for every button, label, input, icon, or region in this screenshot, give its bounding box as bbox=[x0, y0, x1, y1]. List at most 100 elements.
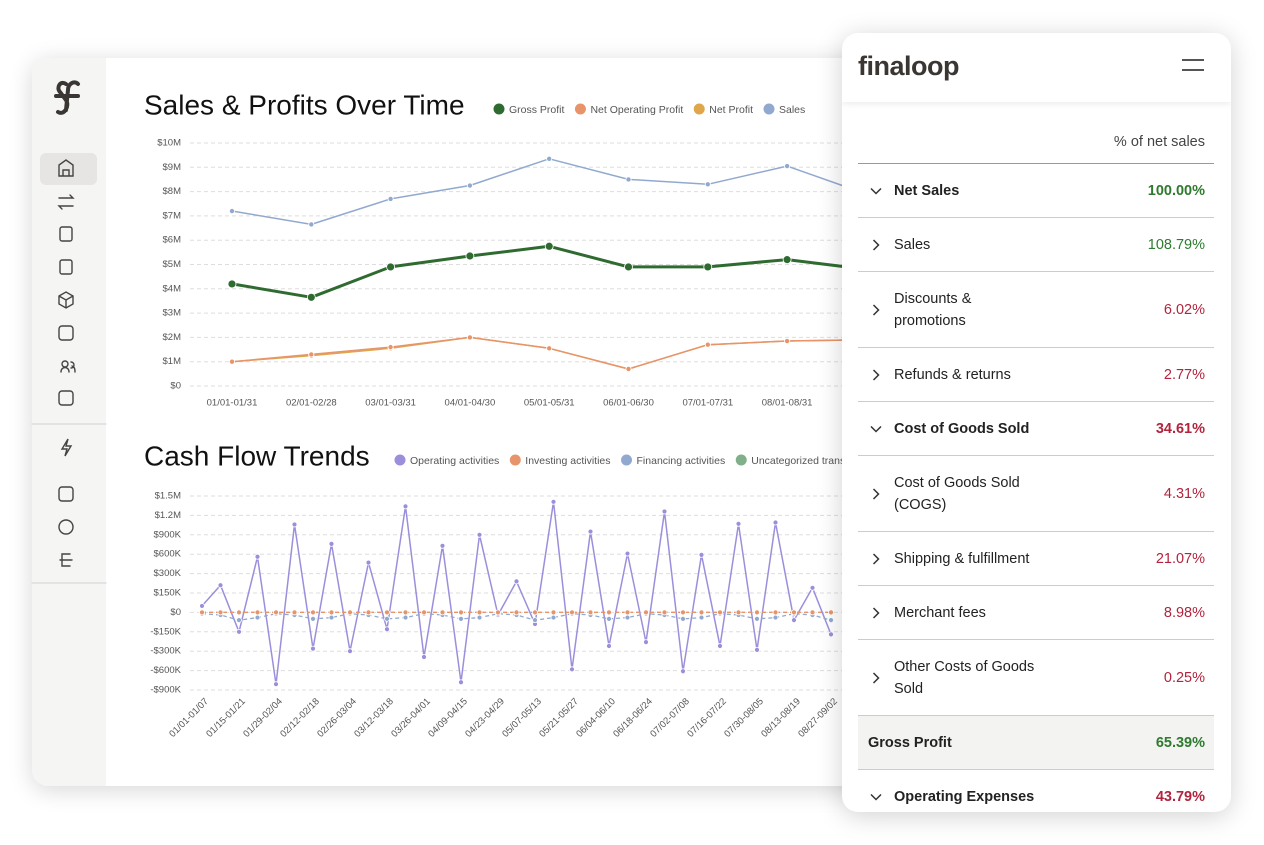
nav-more[interactable] bbox=[58, 390, 74, 406]
legend-swatch bbox=[621, 454, 633, 466]
y-tick-label: $1.2M bbox=[155, 510, 181, 521]
nav-people[interactable] bbox=[60, 360, 76, 373]
nav-logout[interactable] bbox=[59, 553, 73, 567]
chevron[interactable] bbox=[870, 791, 882, 803]
nav-help[interactable] bbox=[58, 519, 74, 535]
nav-store[interactable] bbox=[58, 325, 74, 341]
data-point bbox=[513, 609, 520, 616]
chevron[interactable] bbox=[870, 487, 882, 500]
data-point bbox=[476, 614, 483, 621]
x-tick-label: 06/01-06/30 bbox=[603, 398, 654, 409]
chevron[interactable] bbox=[870, 671, 882, 684]
chevron-path bbox=[872, 606, 880, 619]
data-point bbox=[550, 614, 557, 621]
legend-label: Net Profit bbox=[709, 104, 753, 116]
data-point bbox=[809, 609, 816, 616]
data-point bbox=[386, 262, 396, 272]
x-tick-label: 08/27-09/02 bbox=[796, 696, 840, 740]
nav-home[interactable] bbox=[58, 159, 74, 177]
chevron[interactable] bbox=[870, 238, 882, 251]
pl-row[interactable]: Net Sales 100.00% bbox=[858, 164, 1214, 218]
data-point bbox=[384, 626, 390, 633]
data-point bbox=[643, 639, 649, 646]
nav-reports[interactable] bbox=[59, 259, 73, 275]
y-tick-label: $1.5M bbox=[155, 491, 181, 502]
chevron[interactable] bbox=[870, 368, 882, 381]
data-point bbox=[439, 542, 446, 549]
chevron[interactable] bbox=[870, 606, 882, 619]
data-point bbox=[550, 498, 557, 505]
nav-automation[interactable] bbox=[60, 438, 73, 457]
data-point bbox=[347, 609, 353, 616]
y-tick-label: $6M bbox=[163, 235, 182, 246]
x-tick-label: 05/01-05/31 bbox=[524, 398, 575, 409]
data-point bbox=[476, 531, 483, 538]
data-point bbox=[217, 582, 224, 589]
data-point bbox=[402, 609, 409, 616]
chart-title: Sales & Profits Over Time bbox=[144, 89, 465, 120]
legend-swatch bbox=[509, 454, 521, 466]
row-value: 100.00% bbox=[1147, 182, 1205, 199]
y-tick-label: $900K bbox=[154, 529, 182, 540]
panel-header: finaloop bbox=[842, 33, 1231, 102]
chevron-path bbox=[872, 671, 880, 684]
row-label: Merchant fees bbox=[894, 604, 986, 621]
y-tick-label: -$300K bbox=[150, 646, 181, 657]
chevron[interactable] bbox=[870, 303, 882, 316]
data-point bbox=[402, 503, 409, 510]
data-point bbox=[828, 617, 834, 624]
data-point bbox=[754, 615, 760, 622]
x-tick-label: 04/01-04/30 bbox=[445, 398, 496, 409]
chevron[interactable] bbox=[870, 552, 882, 565]
rows: Net Sales 100.00% Sales 108.79% Discounts & … bbox=[842, 164, 1231, 812]
data-point bbox=[421, 609, 427, 616]
pl-row[interactable]: Refunds & returns 2.77% bbox=[858, 348, 1214, 402]
data-point bbox=[308, 221, 315, 228]
nav-invoices[interactable] bbox=[59, 226, 73, 242]
data-point bbox=[291, 521, 298, 528]
data-point bbox=[228, 358, 235, 365]
data-point bbox=[402, 614, 409, 621]
pl-row[interactable]: Discounts & promotions 6.02% bbox=[858, 272, 1214, 348]
nav-inventory[interactable] bbox=[58, 291, 74, 309]
pl-row[interactable]: Shipping & fulfillment 21.07% bbox=[858, 532, 1214, 586]
menu-button[interactable] bbox=[1182, 59, 1204, 79]
pl-row[interactable]: Operating Expenses 43.79% bbox=[858, 770, 1214, 812]
data-point bbox=[273, 681, 279, 688]
data-point bbox=[544, 241, 554, 251]
pl-row[interactable]: Cost of Goods Sold 34.61% bbox=[858, 402, 1214, 456]
data-point bbox=[328, 614, 335, 621]
row-value: 43.79% bbox=[1155, 788, 1205, 805]
pl-row[interactable]: Other Costs of Goods Sold 0.25% bbox=[858, 640, 1214, 716]
data-point bbox=[754, 647, 760, 653]
data-point bbox=[643, 609, 649, 616]
row-label: Cost of Goods Sold (COGS) bbox=[894, 474, 1020, 513]
pl-row[interactable]: Merchant fees 8.98% bbox=[858, 586, 1214, 640]
plots: Gross Profit Net Operating Profit Net Prof… bbox=[167, 104, 870, 740]
y-tick-label: $0 bbox=[170, 607, 181, 618]
data-point bbox=[606, 609, 612, 616]
chevron-path bbox=[872, 238, 880, 251]
y-tick-label: -$600K bbox=[150, 665, 181, 676]
y-tick-label: $7M bbox=[163, 210, 182, 221]
nav-settings[interactable] bbox=[58, 486, 74, 502]
legend-swatch bbox=[763, 103, 775, 115]
row-label: Refunds & returns bbox=[894, 366, 1011, 383]
y-tick-label: $9M bbox=[163, 162, 182, 173]
pl-row[interactable]: Sales 108.79% bbox=[858, 218, 1214, 272]
chevron[interactable] bbox=[870, 423, 882, 435]
legend-label: Gross Profit bbox=[509, 104, 565, 116]
data-point bbox=[624, 609, 631, 616]
chevron[interactable] bbox=[870, 185, 882, 197]
chevron-path bbox=[870, 793, 882, 801]
data-point bbox=[735, 609, 742, 616]
row-value: 8.98% bbox=[1163, 604, 1205, 621]
data-point bbox=[569, 609, 575, 616]
data-point bbox=[754, 609, 760, 616]
legend-swatch bbox=[574, 103, 586, 115]
data-point bbox=[306, 292, 316, 302]
legend-swatch bbox=[493, 103, 505, 115]
data-point bbox=[703, 262, 713, 272]
pl-row[interactable]: Cost of Goods Sold (COGS) 4.31% bbox=[858, 456, 1214, 532]
nav-transfers[interactable] bbox=[57, 194, 75, 210]
